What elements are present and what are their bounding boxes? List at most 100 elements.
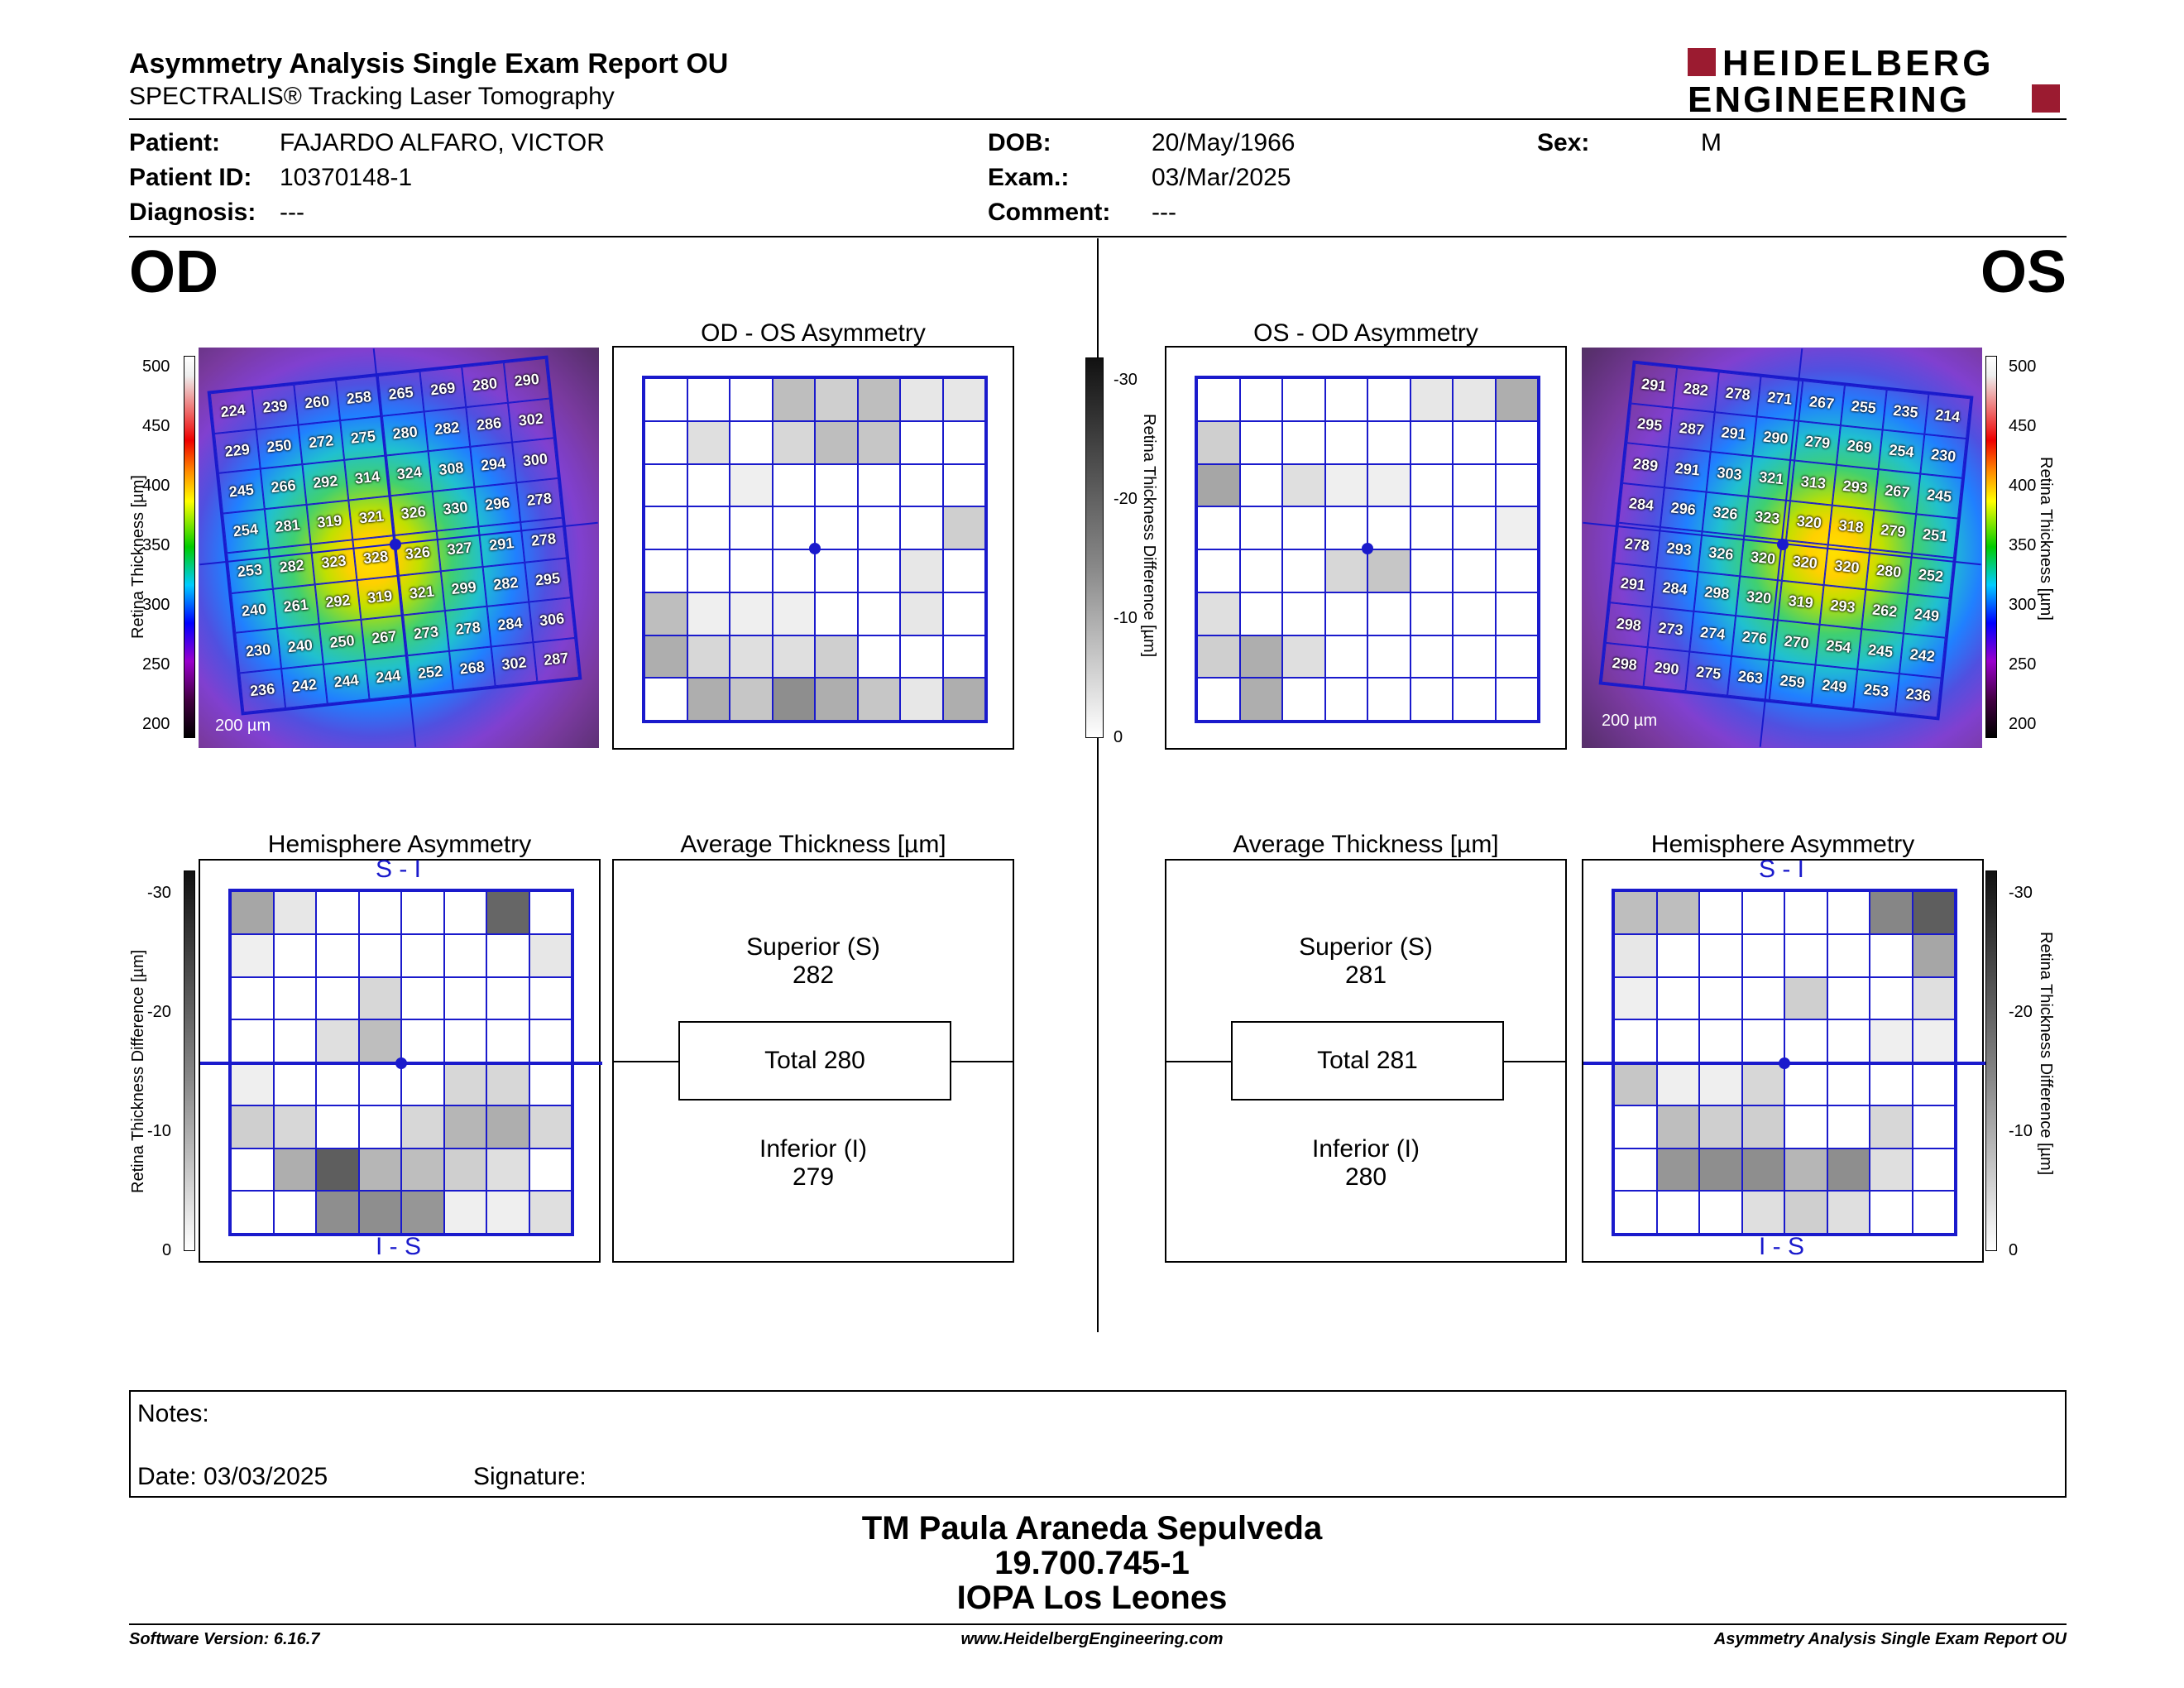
grid-cell <box>1784 976 1827 1020</box>
thickness-cell: 229 <box>213 429 261 473</box>
grid-cell <box>857 378 900 421</box>
diff-tick: -10 <box>1114 609 1138 627</box>
thickness-cell: 278 <box>444 606 491 651</box>
grid-cell <box>1367 592 1410 635</box>
grid-cell <box>1282 592 1325 635</box>
od-superior-label: Superior (S) <box>746 933 880 961</box>
grid-cell <box>1367 378 1410 421</box>
grid-cell <box>1367 549 1410 592</box>
grid-cell <box>1239 635 1282 679</box>
thickness-cell: 324 <box>386 451 433 496</box>
grid-cell <box>1282 506 1325 549</box>
software-version: Software Version: 6.16.7 <box>129 1630 320 1648</box>
grid-cell <box>644 549 687 592</box>
grid-cell <box>815 506 858 549</box>
grid-cell <box>687 635 730 679</box>
grid-cell <box>273 891 316 934</box>
thickness-cell: 258 <box>336 376 382 420</box>
thickness-cell: 279 <box>1794 420 1841 465</box>
diff-tick: 0 <box>2009 1241 2019 1259</box>
grid-cell <box>1827 1062 1870 1105</box>
thickness-cell: 298 <box>1601 642 1648 687</box>
thickness-cell: 308 <box>428 446 475 492</box>
website-link[interactable]: www.HeidelbergEngineering.com <box>960 1630 1224 1648</box>
od-thickness-colorbar <box>184 356 195 738</box>
grid-cell <box>772 635 815 679</box>
thickness-cell: 254 <box>1815 624 1862 669</box>
grid-cell <box>1410 592 1453 635</box>
thickness-cell: 272 <box>298 420 345 465</box>
grid-cell <box>486 891 529 934</box>
grid-cell <box>358 1105 401 1149</box>
grid-cell <box>1827 1148 1870 1192</box>
thickness-cell: 245 <box>1857 629 1904 674</box>
diff-tick: -10 <box>147 1122 171 1140</box>
grid-cell <box>443 891 486 934</box>
thickness-cell: 267 <box>361 615 408 660</box>
os-inferior-label: Inferior (I) <box>1311 1135 1420 1163</box>
grid-cell <box>401 1191 444 1234</box>
grid-cell <box>687 378 730 421</box>
grid-cell <box>730 592 773 635</box>
diff-tick: -20 <box>147 1003 171 1021</box>
grid-cell <box>772 592 815 635</box>
thickness-cell: 249 <box>1811 664 1858 709</box>
grid-cell <box>273 933 316 977</box>
grid-cell <box>644 592 687 635</box>
grid-cell <box>687 592 730 635</box>
thickness-cell: 260 <box>294 380 341 424</box>
diff-tick: -20 <box>2009 1003 2033 1021</box>
date-label: Date: 03/03/2025 <box>137 1463 328 1490</box>
grid-cell <box>1239 420 1282 464</box>
grid-cell <box>443 1148 486 1192</box>
grid-cell <box>1614 1148 1657 1192</box>
grid-cell <box>1912 1019 1955 1062</box>
grid-cell <box>1367 506 1410 549</box>
thickness-cell: 282 <box>268 544 315 589</box>
od-asym-center <box>809 543 821 554</box>
os-asym-center <box>1362 543 1373 554</box>
grid-cell <box>772 549 815 592</box>
grid-cell <box>1784 1148 1827 1192</box>
grid-cell <box>1699 1105 1742 1149</box>
thickness-cell: 323 <box>310 539 357 584</box>
thickness-cell: 291 <box>1631 362 1678 408</box>
thickness-cell: 284 <box>1651 567 1698 611</box>
thickness-cell: 306 <box>529 597 576 642</box>
grid-cell <box>231 976 274 1020</box>
thickness-cell: 253 <box>227 548 273 593</box>
grid-cell <box>857 420 900 464</box>
grid-cell <box>401 976 444 1020</box>
grid-cell <box>1614 976 1657 1020</box>
grid-cell <box>1827 1105 1870 1149</box>
thickness-cell: 270 <box>1773 620 1820 665</box>
grid-cell <box>730 549 773 592</box>
thickness-cell: 242 <box>281 664 328 708</box>
os-superior-value: 281 <box>1344 961 1387 989</box>
thickness-cell: 253 <box>1853 669 1899 713</box>
grid-cell <box>1614 1191 1657 1234</box>
grid-cell <box>273 1062 316 1105</box>
grid-cell <box>772 506 815 549</box>
grid-cell <box>1197 635 1240 679</box>
od-asym-grid <box>642 376 988 723</box>
grid-cell <box>486 1019 529 1062</box>
grid-cell <box>1239 678 1282 721</box>
diff-tick: 0 <box>1114 728 1123 746</box>
sex-label: Sex: <box>1537 129 1590 156</box>
grid-cell <box>529 933 572 977</box>
grid-cell <box>1827 933 1870 977</box>
diff-tick: -30 <box>1114 371 1138 389</box>
grid-cell <box>857 635 900 679</box>
grid-cell <box>1912 933 1955 977</box>
grid-cell <box>1912 891 1955 934</box>
thickness-cell: 265 <box>377 371 424 416</box>
os-thickness-axis-label: Retina Thickness [µm] <box>2037 457 2055 621</box>
thickness-cell: 295 <box>524 557 572 602</box>
grid-cell <box>687 678 730 721</box>
grid-cell <box>815 678 858 721</box>
grid-cell <box>857 549 900 592</box>
grid-cell <box>316 976 359 1020</box>
thickness-cell: 235 <box>1882 389 1929 434</box>
grid-cell <box>1614 891 1657 934</box>
